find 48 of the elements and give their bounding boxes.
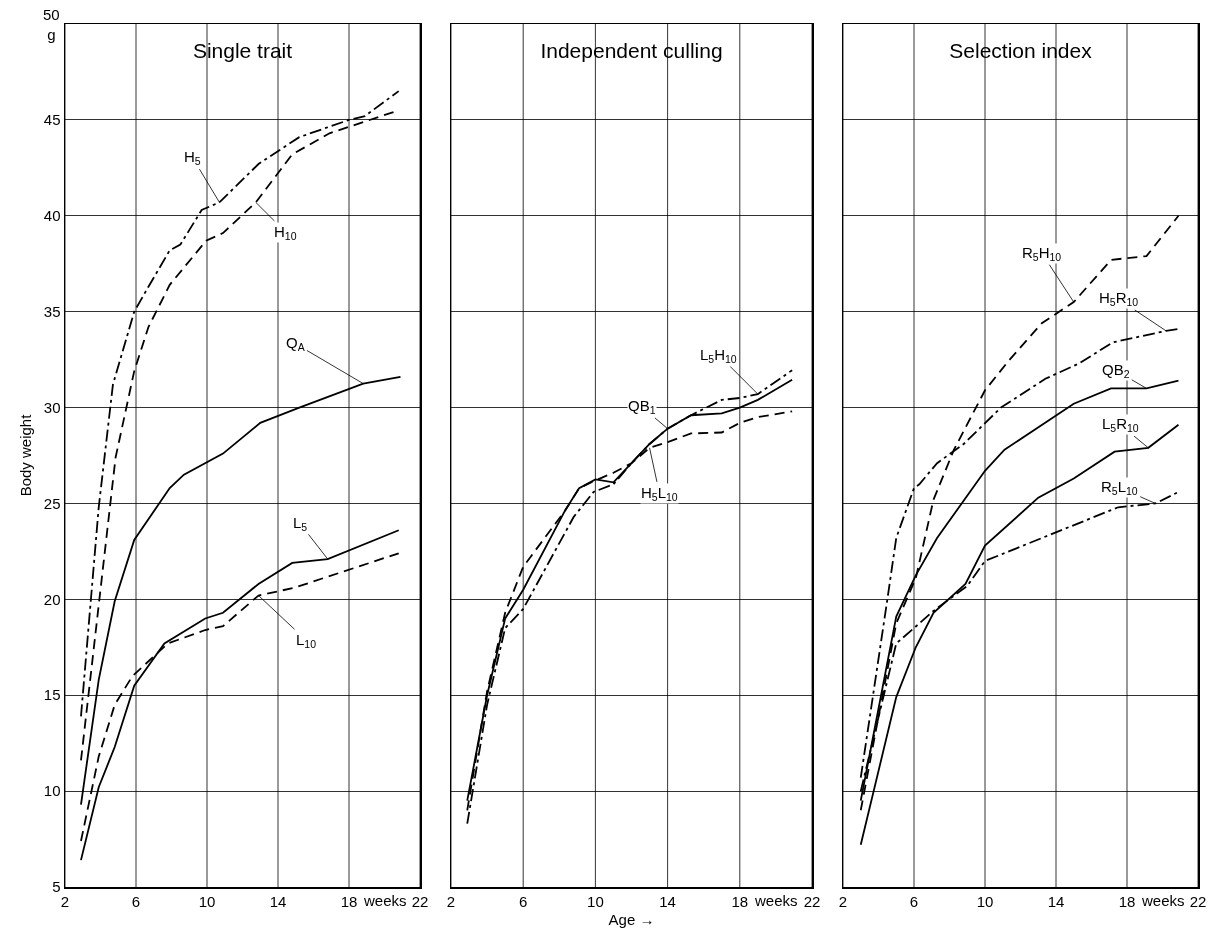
x-tick-label: 6 xyxy=(519,892,528,910)
legend-label: H$_{10}$ xyxy=(274,223,297,243)
x-axis-title: Age → xyxy=(608,911,655,929)
x-tick-label: 14 xyxy=(269,892,287,910)
series-label: L$_{5}$ xyxy=(293,514,308,534)
x-tick-label: 2 xyxy=(60,892,70,910)
series-label: L$_{5}$R$_{10}$ xyxy=(1102,415,1139,435)
x-tick-label: 10 xyxy=(198,892,216,910)
x-tick-label: 2 xyxy=(838,892,848,910)
y-tick-label: 30 xyxy=(43,398,61,416)
text: weeks xyxy=(1141,892,1185,909)
x-tick-label: 6 xyxy=(131,892,141,910)
y-tick-label: 25 xyxy=(43,494,61,512)
x-tick-label: 22 xyxy=(411,892,429,910)
x-tick-label: 14 xyxy=(1047,892,1065,910)
x-tick-label: 18 xyxy=(1118,892,1136,910)
text: H$_{5}$ xyxy=(184,148,201,168)
x-tick-label: 10 xyxy=(976,892,994,910)
text: Q$_{A}$ xyxy=(286,334,305,354)
series-label: R$_{5}$L$_{10}$ xyxy=(1101,478,1138,498)
legend-label: H$_{5}$L$_{10}$ xyxy=(641,484,678,504)
text: weeks xyxy=(754,892,798,909)
series-label: QB$_{2}$ xyxy=(1102,361,1130,381)
x-tick-label: 18 xyxy=(731,892,749,910)
y-tick-label: 40 xyxy=(43,207,61,225)
x-tick-label: 22 xyxy=(1189,892,1207,910)
y-tick-label: 50 g xyxy=(43,6,60,43)
x-tick-label: 10 xyxy=(587,892,604,910)
text: weeks xyxy=(363,892,407,909)
y-tick-label: 10 xyxy=(43,782,61,800)
x-tick-label: 2 xyxy=(446,892,456,910)
text: R$_{5}$H$_{10}$ xyxy=(1022,244,1062,264)
y-tick-label: 15 xyxy=(43,686,61,704)
text: Single trait xyxy=(192,38,293,62)
x-tick-label: 14 xyxy=(659,892,676,910)
y-tick-label: 20 xyxy=(43,590,61,608)
y-tick-label: 5 xyxy=(52,878,61,896)
x-tick-label: 22 xyxy=(803,892,821,910)
x-tick-label: 18 xyxy=(340,892,358,910)
series-label: H$_{5}$R$_{10}$ xyxy=(1099,289,1139,309)
y-tick-label: 45 xyxy=(43,111,61,129)
y-axis-title: Body weight xyxy=(17,413,35,497)
text: Selection index xyxy=(949,38,1093,62)
x-tick-label: 6 xyxy=(909,892,919,910)
text: L$_{10}$ xyxy=(296,631,317,651)
text: L$_{5}$H$_{10}$ xyxy=(700,346,737,366)
y-tick-label: 35 xyxy=(43,302,61,320)
series-label: QB$_{1}$ xyxy=(628,397,656,417)
